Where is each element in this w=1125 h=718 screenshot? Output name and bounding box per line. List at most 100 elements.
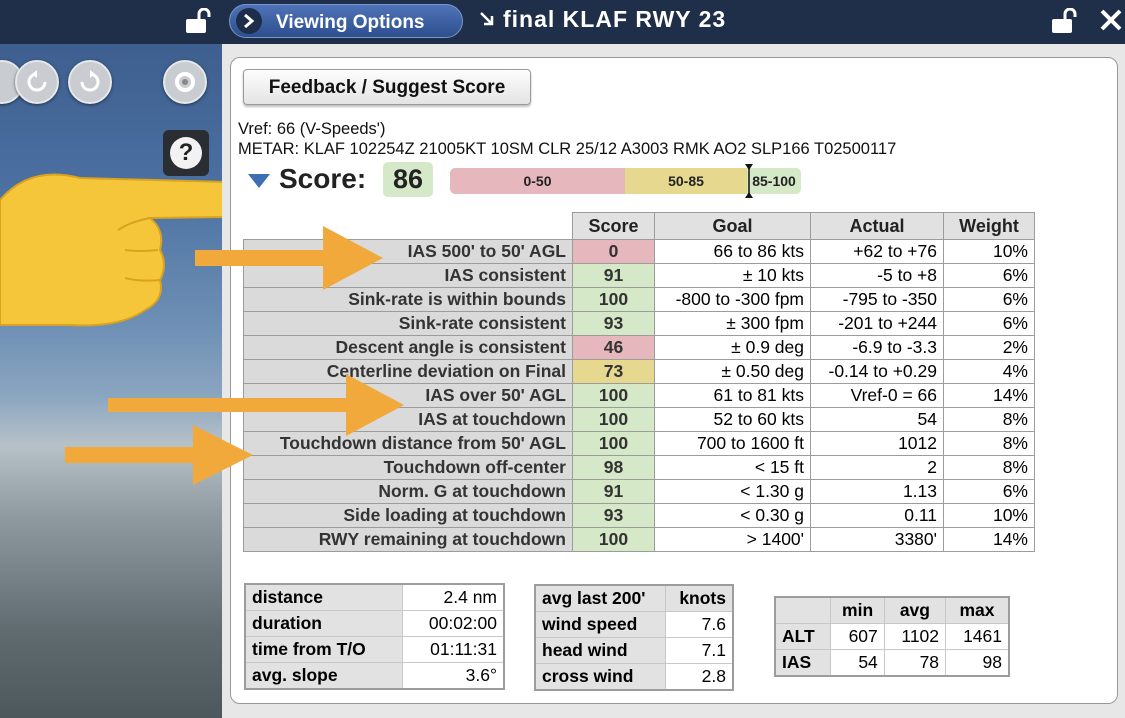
column-header-score: Score [572, 212, 655, 240]
score-table: Score Goal Actual Weight IAS 500' to 50'… [243, 212, 1035, 552]
wind-value: 7.1 [665, 637, 734, 664]
alt-ias-row: IAS 54 78 98 [774, 649, 1010, 677]
close-icon[interactable] [1098, 7, 1124, 33]
criterion-actual: 1012 [810, 431, 944, 456]
rotate-left-button[interactable] [15, 60, 59, 104]
viewing-options-button[interactable]: Viewing Options [229, 4, 463, 38]
criterion-weight: 6% [943, 263, 1035, 288]
collapse-triangle-icon[interactable] [248, 174, 270, 188]
alt-ias-value: 1461 [945, 623, 1010, 650]
table-row: IAS 500' to 50' AGL 0 66 to 86 kts +62 to +… [243, 239, 1035, 264]
stat-row: time from T/O 01:11:31 [244, 636, 505, 663]
criterion-goal: > 1400' [654, 527, 811, 552]
overall-score: 86 [383, 162, 433, 197]
rotate-right-button[interactable] [68, 60, 112, 104]
criterion-weight: 4% [943, 359, 1035, 384]
criterion-label: IAS consistent [243, 263, 573, 288]
criterion-weight: 6% [943, 311, 1035, 336]
question-mark-icon: ? [170, 137, 202, 169]
criterion-weight: 8% [943, 407, 1035, 432]
criterion-score: 46 [572, 335, 655, 360]
criterion-actual: -5 to +8 [810, 263, 944, 288]
criterion-weight: 2% [943, 335, 1035, 360]
criterion-goal: ± 0.50 deg [654, 359, 811, 384]
criterion-actual: -795 to -350 [810, 287, 944, 312]
criterion-score: 100 [572, 407, 655, 432]
wind-value: 7.6 [665, 611, 734, 638]
table-row: IAS consistent 91 ± 10 kts -5 to +8 6% [243, 263, 1035, 288]
table-row: Touchdown off-center 98 < 15 ft 2 8% [243, 455, 1035, 480]
table-row: IAS at touchdown 100 52 to 60 kts 54 8% [243, 407, 1035, 432]
unlocked-padlock-icon[interactable] [1050, 8, 1078, 34]
stat-label: time from T/O [244, 636, 404, 663]
alt-ias-label: ALT [774, 623, 832, 650]
table-row: Touchdown distance from 50' AGL 100 700 to… [243, 431, 1035, 456]
criterion-label: Touchdown distance from 50' AGL [243, 431, 573, 456]
criterion-goal: -800 to -300 fpm [654, 287, 811, 312]
settings-button[interactable] [163, 60, 207, 104]
criterion-score: 100 [572, 431, 655, 456]
stat-row: distance 2.4 nm [244, 583, 505, 611]
wind-row: cross wind 2.8 [534, 663, 734, 691]
criterion-actual: 3380' [810, 527, 944, 552]
score-band-high: 85-100 [747, 168, 801, 194]
stat-value: 00:02:00 [402, 610, 505, 637]
simulator-viewport [0, 0, 222, 718]
column-header-actual: Actual [810, 212, 944, 240]
criterion-goal: ± 0.9 deg [654, 335, 811, 360]
criterion-actual: -0.14 to +0.29 [810, 359, 944, 384]
rotate-left-icon [27, 70, 47, 92]
criterion-actual: 54 [810, 407, 944, 432]
alt-ias-corner [774, 596, 832, 624]
criterion-score: 73 [572, 359, 655, 384]
wind-row: wind speed 7.6 [534, 611, 734, 638]
criterion-goal: < 1.30 g [654, 479, 811, 504]
stat-label: duration [244, 610, 404, 637]
wind-header-unit: knots [665, 584, 734, 612]
stat-label: avg. slope [244, 662, 404, 690]
stat-value: 3.6° [402, 662, 505, 690]
criterion-score: 100 [572, 287, 655, 312]
criterion-actual: 0.11 [810, 503, 944, 528]
criterion-score: 100 [572, 527, 655, 552]
sim-top-bar [0, 0, 222, 44]
rotate-right-icon [80, 70, 100, 92]
arrow-down-right-icon [480, 12, 494, 26]
criterion-actual: +62 to +76 [810, 239, 944, 264]
column-header-goal: Goal [654, 212, 811, 240]
unlocked-padlock-icon[interactable] [184, 8, 212, 34]
help-button[interactable]: ? [163, 130, 209, 176]
alt-ias-value: 78 [883, 649, 947, 677]
wind-row: head wind 7.1 [534, 637, 734, 664]
criterion-score: 91 [572, 479, 655, 504]
flight-stats-table: distance 2.4 nm duration 00:02:00 time from … [244, 583, 505, 690]
criterion-label: RWY remaining at touchdown [243, 527, 573, 552]
criterion-score: 98 [572, 455, 655, 480]
alt-ias-value: 98 [945, 649, 1010, 677]
chevron-right-icon [236, 8, 262, 34]
criterion-label: Descent angle is consistent [243, 335, 573, 360]
criterion-goal: 52 to 60 kts [654, 407, 811, 432]
table-row: IAS over 50' AGL 100 61 to 81 kts Vref-0 = … [243, 383, 1035, 408]
table-row: Descent angle is consistent 46 ± 0.9 deg -6… [243, 335, 1035, 360]
criterion-actual: Vref-0 = 66 [810, 383, 944, 408]
pointing-hand-icon [0, 173, 262, 327]
criterion-score: 100 [572, 383, 655, 408]
alt-ias-row: ALT 607 1102 1461 [774, 623, 1010, 650]
wind-label: cross wind [534, 663, 667, 691]
alt-ias-table: min avg max ALT 607 1102 1461 IAS 54 78 98 [774, 596, 1010, 677]
wind-table: avg last 200' knots wind speed 7.6 head wi… [534, 584, 734, 691]
wind-value: 2.8 [665, 663, 734, 691]
stat-value: 01:11:31 [402, 636, 505, 663]
criterion-label: Sink-rate consistent [243, 311, 573, 336]
criterion-actual: 1.13 [810, 479, 944, 504]
criterion-actual: -201 to +244 [810, 311, 944, 336]
criterion-goal: ± 10 kts [654, 263, 811, 288]
vref-text: Vref: 66 (V-Speeds') [238, 120, 386, 138]
feedback-button[interactable]: Feedback / Suggest Score [243, 69, 531, 105]
gear-icon [175, 72, 195, 92]
table-row: Side loading at touchdown 93 < 0.30 g 0.11 1… [243, 503, 1035, 528]
column-header-avg: avg [883, 596, 947, 624]
criterion-weight: 10% [943, 239, 1035, 264]
criterion-weight: 6% [943, 479, 1035, 504]
